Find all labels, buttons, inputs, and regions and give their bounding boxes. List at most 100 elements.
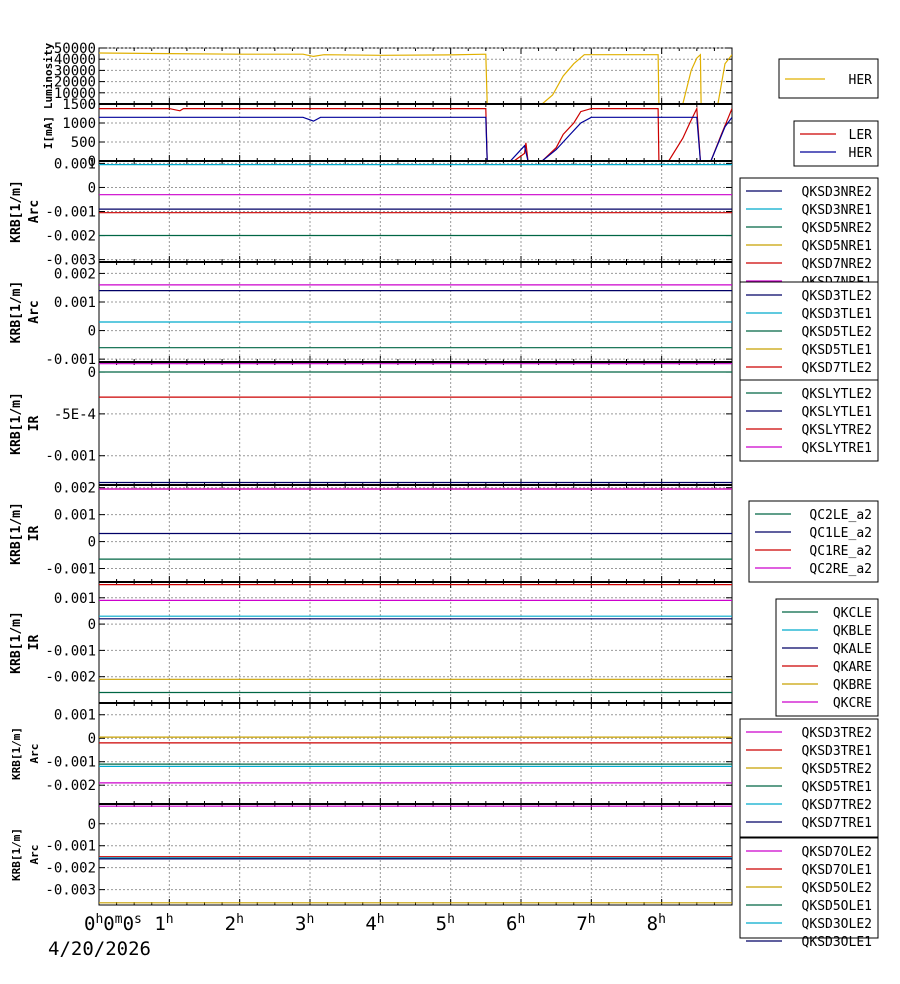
legend-label: QKSD5TRE1: [802, 780, 872, 795]
series-HER: [99, 52, 732, 104]
time-tick-label: 3h: [295, 912, 314, 935]
legend-label: QKALE: [833, 642, 872, 657]
plot-frame: [98, 361, 733, 486]
plot-frame: [98, 581, 733, 704]
y-axis-label: IR: [27, 635, 42, 651]
legend-label: QC1LE_a2: [809, 526, 872, 541]
legend-arc-nre: QKSD3NRE2 QKSD3NRE1 QKSD5NRE2 QKSD5NRE1 QKSD…: [739, 177, 879, 297]
legend-label: QKSD5OLE1: [802, 899, 872, 914]
y-tick-label: 0.002: [54, 266, 96, 282]
date-label: 4/20/2026: [48, 938, 151, 960]
legend-label: QKSLYTLE2: [802, 387, 872, 402]
y-axis-label: IR: [27, 526, 42, 542]
y-axis-label: KRB[1/m]: [9, 502, 24, 565]
time-tick-label: 0h0m0s: [84, 912, 142, 935]
legend-label: QKSD3OLE1: [802, 935, 872, 950]
y-tick-label: 50000: [54, 41, 96, 57]
legend-ir-sly: QKSLYTLE2 QKSLYTLE1 QKSLYTRE2 QKSLYTRE1: [739, 379, 879, 462]
y-tick-label: -0.001: [45, 643, 96, 659]
legend-ir-qc: QC2LE_a2 QC1LE_a2 QC1RE_a2 QC2RE_a2: [748, 500, 879, 583]
legend-label: QKSD3NRE1: [802, 203, 872, 218]
legend-label: QKSD7TRE1: [802, 816, 872, 831]
y-tick-label: 0.001: [54, 708, 96, 724]
legend-box: [775, 598, 879, 717]
legend-label: LER: [849, 128, 873, 143]
legend-arc-tle: QKSD3TLE2 QKSD3TLE1 QKSD5TLE2 QKSD5TLE1 QKSD…: [739, 281, 879, 395]
legend-label: QKSD5TLE2: [802, 325, 872, 340]
y-axis-label: KRB[1/m]: [10, 727, 23, 780]
panel-ir-sly: -0.001 -5E-4 0 KRB[1/m] IR QKSLYTLE2 QKSLYTLE1…: [9, 361, 879, 486]
legend-label: HER: [849, 73, 873, 88]
y-axis-label: I[mA]: [42, 116, 55, 149]
legend-arc-ole: QKSD7OLE2 QKSD7OLE1 QKSD5OLE2 QKSD5OLE1 QKSD…: [739, 837, 879, 950]
y-tick-label: 0.001: [54, 591, 96, 607]
y-axis-label: Luminosity: [42, 43, 55, 110]
legend-label: QKSD3TRE2: [802, 726, 872, 741]
y-tick-label: 1000: [62, 116, 96, 132]
y-tick-label: -0.001: [45, 839, 96, 855]
y-axis-label: Arc: [28, 744, 41, 764]
legend-box: [739, 718, 879, 838]
series-LER: [99, 106, 732, 161]
legend-label: QKSD3TRE1: [802, 744, 872, 759]
time-tick-label: 6h: [506, 912, 525, 935]
y-tick-label: -0.003: [45, 883, 96, 899]
plot-frame: [98, 103, 733, 162]
legend-label: QKSD5TLE1: [802, 343, 872, 358]
legend-label: QKSD7OLE2: [802, 845, 872, 860]
y-tick-label: 40000: [54, 52, 96, 68]
series-HER: [99, 116, 732, 161]
legend-label: QKBRE: [833, 678, 872, 693]
y-tick-label: -0.001: [45, 755, 96, 771]
y-axis-label: KRB[1/m]: [10, 828, 23, 881]
y-tick-label: 0: [88, 535, 96, 551]
legend-label: HER: [849, 146, 873, 161]
legend-label: QKARE: [833, 660, 872, 675]
time-axis: 0h0m0s 1h 2h 3h 4h 5h 6h 7h 8h 4/20/2026: [48, 912, 666, 960]
y-tick-label: 30000: [54, 63, 96, 79]
y-tick-label: 0.001: [54, 508, 96, 524]
y-tick-label: 0: [88, 365, 96, 381]
y-tick-label: 1500: [62, 97, 96, 113]
y-tick-label: 0: [88, 97, 96, 113]
y-axis-label: KRB[1/m]: [9, 392, 24, 455]
time-tick-label: 2h: [225, 912, 244, 935]
legend-label: QKCRE: [833, 696, 872, 711]
legend-current: LER HER: [793, 120, 879, 167]
plot-frame: [98, 702, 733, 805]
legend-label: QC2LE_a2: [809, 508, 872, 523]
y-tick-label: 0.001: [54, 156, 96, 172]
legend-label: QKSD3TLE1: [802, 307, 872, 322]
time-tick-label: 8h: [647, 912, 666, 935]
legend-label: QC2RE_a2: [809, 562, 872, 577]
y-tick-label: 20000: [54, 75, 96, 91]
legend-box: [793, 120, 879, 167]
legend-ir-qk: QKCLE QKBLE QKALE QKARE QKBRE QKCRE: [775, 598, 879, 717]
plot-frame: [98, 261, 733, 363]
legend-label: QKSD3TLE2: [802, 289, 872, 304]
legend-label: QKSD5NRE2: [802, 221, 872, 236]
y-tick-label: -5E-4: [54, 407, 96, 423]
y-tick-label: -0.002: [45, 229, 96, 245]
y-tick-label: 0: [88, 731, 96, 747]
legend-label: QKSD5NRE1: [802, 239, 872, 254]
y-tick-label: 0.001: [54, 295, 96, 311]
y-axis-label: KRB[1/m]: [9, 611, 24, 674]
panel-ir-qc: -0.001 0 0.001 0.002 KRB[1/m] IR QC2LE_a2 QC1LE…: [9, 481, 879, 583]
y-tick-label: -0.001: [45, 205, 96, 221]
plot-frame: [98, 803, 733, 906]
y-axis-label: Arc: [27, 300, 42, 323]
y-axis-label: Arc: [27, 200, 42, 223]
y-tick-label: -0.002: [45, 670, 96, 686]
legend-luminosity: HER: [778, 58, 879, 99]
legend-label: QKCLE: [833, 606, 872, 621]
y-axis-label: IR: [27, 416, 42, 432]
time-tick-label: 5h: [436, 912, 455, 935]
y-tick-label: 0: [88, 817, 96, 833]
